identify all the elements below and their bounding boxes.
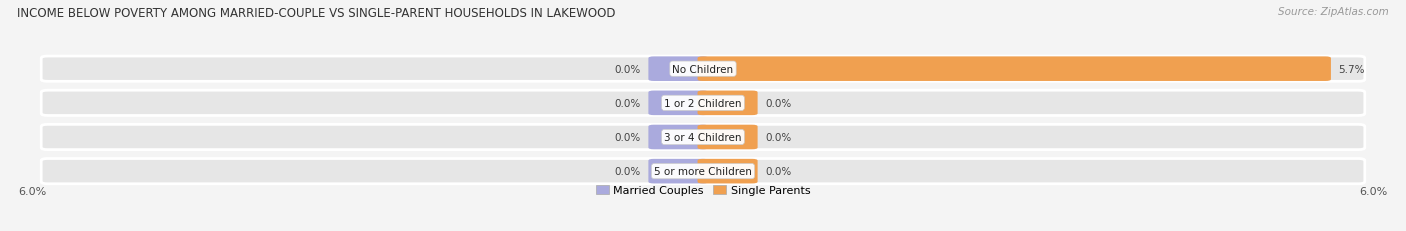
FancyBboxPatch shape [697, 57, 1331, 82]
Text: 0.0%: 0.0% [614, 64, 641, 74]
Text: 0.0%: 0.0% [614, 132, 641, 142]
Text: No Children: No Children [672, 64, 734, 74]
Text: 0.0%: 0.0% [614, 98, 641, 108]
FancyBboxPatch shape [648, 57, 709, 82]
Text: 1 or 2 Children: 1 or 2 Children [664, 98, 742, 108]
FancyBboxPatch shape [41, 159, 1365, 184]
Text: INCOME BELOW POVERTY AMONG MARRIED-COUPLE VS SINGLE-PARENT HOUSEHOLDS IN LAKEWOO: INCOME BELOW POVERTY AMONG MARRIED-COUPL… [17, 7, 616, 20]
FancyBboxPatch shape [41, 57, 1365, 82]
FancyBboxPatch shape [41, 91, 1365, 116]
Text: 0.0%: 0.0% [765, 132, 792, 142]
FancyBboxPatch shape [697, 159, 758, 184]
Text: 3 or 4 Children: 3 or 4 Children [664, 132, 742, 142]
Text: 5.7%: 5.7% [1339, 64, 1365, 74]
Text: 0.0%: 0.0% [614, 166, 641, 176]
Text: 6.0%: 6.0% [18, 186, 46, 196]
Legend: Married Couples, Single Parents: Married Couples, Single Parents [592, 180, 814, 200]
Text: Source: ZipAtlas.com: Source: ZipAtlas.com [1278, 7, 1389, 17]
FancyBboxPatch shape [648, 159, 709, 184]
Text: 0.0%: 0.0% [765, 166, 792, 176]
Text: 0.0%: 0.0% [765, 98, 792, 108]
Text: 5 or more Children: 5 or more Children [654, 166, 752, 176]
FancyBboxPatch shape [648, 91, 709, 116]
FancyBboxPatch shape [648, 125, 709, 150]
Text: 6.0%: 6.0% [1360, 186, 1388, 196]
FancyBboxPatch shape [697, 125, 758, 150]
FancyBboxPatch shape [41, 125, 1365, 150]
FancyBboxPatch shape [697, 91, 758, 116]
